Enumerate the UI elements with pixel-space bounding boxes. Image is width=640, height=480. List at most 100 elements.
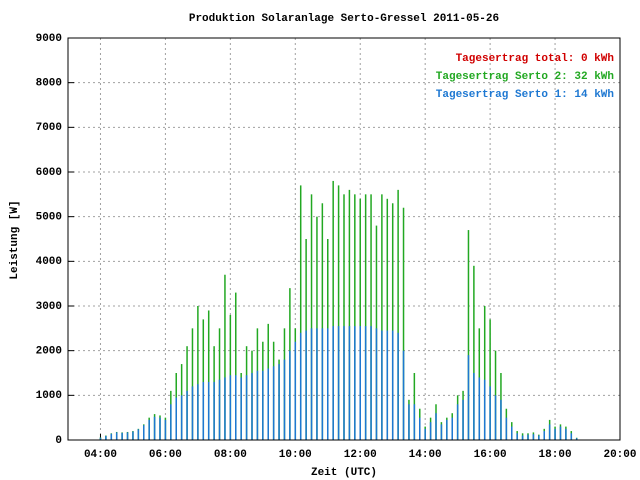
y-tick-label: 7000 [36, 122, 62, 134]
bar [186, 390, 188, 440]
bar [218, 379, 221, 440]
bar [256, 370, 259, 440]
bar [175, 397, 177, 440]
bar [446, 419, 448, 440]
x-tick-label: 16:00 [474, 449, 507, 461]
bar [343, 194, 345, 440]
bar [370, 194, 372, 440]
bar [321, 203, 324, 440]
legend-label: Tagesertrag Serto 1: 14 kWh [436, 89, 614, 101]
bar [397, 189, 399, 440]
bar [494, 350, 497, 440]
bar [527, 434, 529, 440]
bar [521, 435, 524, 440]
bar [456, 404, 459, 440]
bar [505, 417, 508, 440]
bar [402, 350, 405, 440]
bar [370, 326, 372, 440]
bar [148, 419, 150, 440]
bar [299, 332, 302, 440]
bar [272, 366, 275, 440]
bar [132, 431, 134, 440]
bar [332, 180, 334, 440]
bar [310, 328, 313, 440]
bar [467, 230, 470, 440]
bar [570, 433, 573, 440]
bar [554, 428, 556, 440]
bar [489, 386, 491, 440]
bar [516, 433, 518, 440]
bar [121, 432, 123, 440]
y-tick-label: 2000 [36, 346, 62, 358]
bar [110, 433, 113, 440]
legend-label: Tagesertrag Serto 2: 32 kWh [436, 71, 614, 83]
bar [354, 326, 356, 440]
x-tick-label: 14:00 [409, 449, 442, 461]
bar [202, 381, 205, 440]
y-tick-label: 8000 [36, 78, 62, 90]
bar [305, 330, 307, 440]
x-tick-label: 12:00 [344, 449, 377, 461]
bar [251, 373, 253, 440]
bar [462, 399, 464, 440]
bar [278, 364, 280, 440]
bar [343, 326, 345, 440]
y-tick-label: 5000 [36, 212, 62, 224]
bar [115, 432, 118, 440]
bar [153, 416, 156, 440]
bar [283, 359, 286, 440]
bar [327, 328, 329, 440]
bar [240, 377, 242, 440]
bar [164, 419, 167, 440]
bar [229, 375, 232, 440]
bar [289, 350, 291, 440]
bar [299, 185, 302, 440]
bar [207, 381, 210, 440]
bar [235, 375, 237, 440]
y-tick-label: 0 [55, 435, 62, 447]
bar [337, 185, 340, 440]
x-tick-label: 20:00 [603, 449, 636, 461]
bar [511, 426, 513, 440]
plot-border [67, 37, 621, 441]
bar [381, 194, 383, 440]
bar [543, 431, 545, 440]
bar [245, 375, 248, 440]
bar [262, 370, 264, 440]
bar [267, 368, 269, 440]
bar [321, 328, 324, 440]
y-tick-label: 6000 [36, 167, 62, 179]
y-tick-label: 1000 [36, 390, 62, 402]
y-axis-label: Leistung [W] [9, 200, 21, 279]
bar [473, 265, 475, 440]
bar [348, 189, 351, 440]
bar [364, 326, 367, 440]
bar [419, 417, 421, 440]
bar [191, 386, 194, 440]
bar [191, 328, 194, 440]
bar [354, 194, 356, 440]
bar [429, 422, 432, 440]
x-tick-label: 04:00 [84, 449, 117, 461]
y-tick-label: 4000 [36, 256, 62, 268]
bar [494, 395, 497, 440]
bar [197, 306, 199, 440]
bar [310, 194, 313, 440]
bar [381, 330, 383, 440]
bar [137, 429, 140, 440]
bar [402, 207, 405, 440]
bar [575, 438, 578, 440]
bar [483, 379, 486, 440]
bar [440, 424, 443, 440]
y-tick-label: 9000 [36, 33, 62, 45]
bar [348, 326, 351, 440]
bar [483, 306, 486, 440]
bar [224, 274, 226, 440]
bar [397, 332, 399, 440]
x-axis-label: Zeit (UTC) [311, 467, 377, 479]
x-tick-label: 06:00 [149, 449, 182, 461]
bar [391, 330, 394, 440]
bar [451, 417, 453, 440]
bar [473, 373, 475, 440]
bar [391, 203, 394, 440]
